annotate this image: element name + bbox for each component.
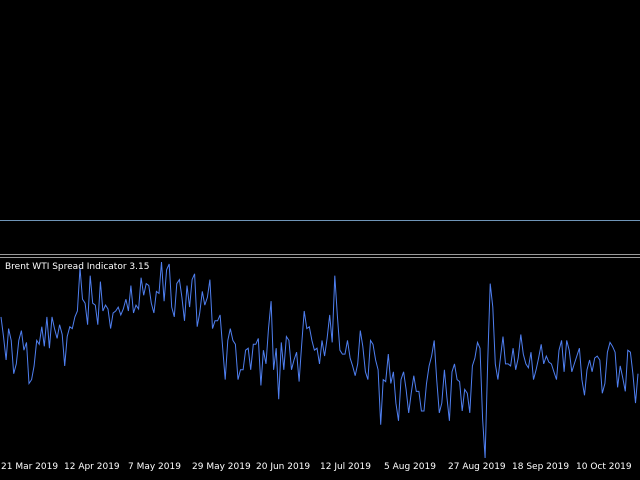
pane-separator[interactable]	[0, 254, 640, 255]
time-axis-tick-label: 5 Aug 2019	[384, 462, 436, 472]
time-axis-tick-label: 12 Jul 2019	[320, 462, 371, 472]
time-axis-tick-label: 12 Apr 2019	[64, 462, 120, 472]
time-axis-tick-label: 27 Aug 2019	[448, 462, 506, 472]
time-axis-tick-label: 18 Sep 2019	[512, 462, 570, 472]
time-axis-tick-label: 21 Mar 2019	[1, 462, 59, 472]
time-axis: 21 Mar 2019 12 Apr 2019 7 May 2019 29 May 2…	[0, 458, 640, 480]
time-axis-tick-label: 20 Jun 2019	[256, 462, 311, 472]
time-axis-tick-label: 29 May 2019	[192, 462, 251, 472]
time-axis-tick-label: 7 May 2019	[128, 462, 181, 472]
spread-series-line	[0, 261, 639, 458]
main-level-line[interactable]	[0, 220, 640, 221]
main-chart-pane[interactable]	[0, 0, 640, 254]
indicator-title: Brent WTI Spread Indicator 3.15	[5, 262, 150, 272]
pane-separator-lower[interactable]	[0, 257, 640, 258]
time-axis-tick-label: 10 Oct 2019	[576, 462, 632, 472]
indicator-chart	[0, 261, 639, 458]
